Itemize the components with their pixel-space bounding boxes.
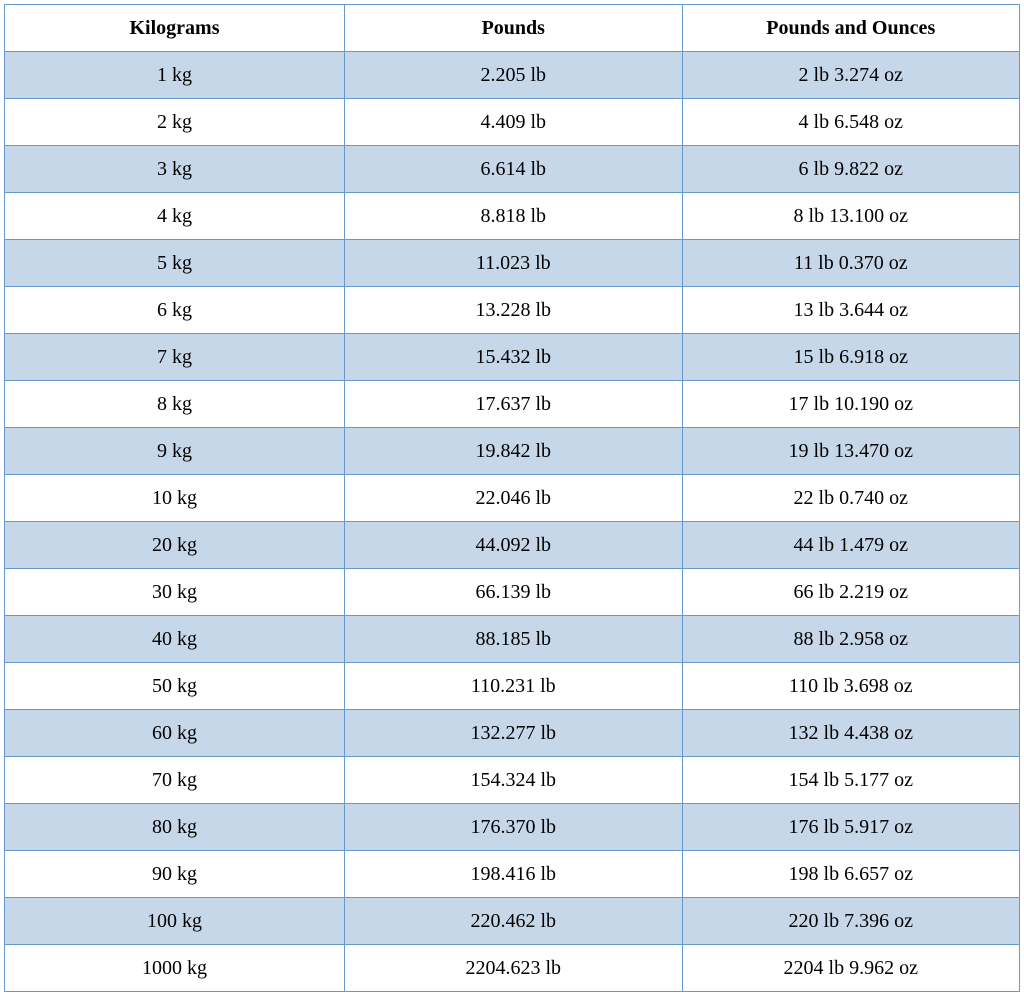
cell-pounds: 17.637 lb (345, 381, 682, 428)
cell-pounds: 44.092 lb (345, 522, 682, 569)
cell-kilograms: 5 kg (5, 240, 345, 287)
table-row: 60 kg132.277 lb132 lb 4.438 oz (5, 710, 1020, 757)
cell-kilograms: 80 kg (5, 804, 345, 851)
cell-pounds: 8.818 lb (345, 193, 682, 240)
table-row: 4 kg8.818 lb8 lb 13.100 oz (5, 193, 1020, 240)
cell-kilograms: 50 kg (5, 663, 345, 710)
cell-kilograms: 60 kg (5, 710, 345, 757)
table-row: 90 kg198.416 lb198 lb 6.657 oz (5, 851, 1020, 898)
cell-pounds-ounces: 2 lb 3.274 oz (682, 52, 1020, 99)
cell-pounds-ounces: 132 lb 4.438 oz (682, 710, 1020, 757)
cell-pounds: 2204.623 lb (345, 945, 682, 992)
cell-pounds-ounces: 22 lb 0.740 oz (682, 475, 1020, 522)
table-row: 20 kg44.092 lb44 lb 1.479 oz (5, 522, 1020, 569)
conversion-table: Kilograms Pounds Pounds and Ounces 1 kg2… (4, 4, 1020, 992)
cell-kilograms: 1000 kg (5, 945, 345, 992)
cell-kilograms: 20 kg (5, 522, 345, 569)
table-row: 40 kg88.185 lb88 lb 2.958 oz (5, 616, 1020, 663)
cell-kilograms: 40 kg (5, 616, 345, 663)
table-row: 30 kg66.139 lb66 lb 2.219 oz (5, 569, 1020, 616)
cell-pounds: 198.416 lb (345, 851, 682, 898)
cell-pounds-ounces: 110 lb 3.698 oz (682, 663, 1020, 710)
cell-pounds: 110.231 lb (345, 663, 682, 710)
column-header-pounds-ounces: Pounds and Ounces (682, 5, 1020, 52)
cell-pounds: 66.139 lb (345, 569, 682, 616)
cell-kilograms: 10 kg (5, 475, 345, 522)
cell-pounds-ounces: 17 lb 10.190 oz (682, 381, 1020, 428)
table-row: 1 kg2.205 lb2 lb 3.274 oz (5, 52, 1020, 99)
cell-kilograms: 70 kg (5, 757, 345, 804)
cell-pounds: 11.023 lb (345, 240, 682, 287)
cell-kilograms: 9 kg (5, 428, 345, 475)
cell-pounds-ounces: 2204 lb 9.962 oz (682, 945, 1020, 992)
table-row: 100 kg220.462 lb220 lb 7.396 oz (5, 898, 1020, 945)
table-header-row: Kilograms Pounds Pounds and Ounces (5, 5, 1020, 52)
cell-pounds: 4.409 lb (345, 99, 682, 146)
cell-pounds-ounces: 13 lb 3.644 oz (682, 287, 1020, 334)
cell-pounds-ounces: 66 lb 2.219 oz (682, 569, 1020, 616)
table-row: 6 kg13.228 lb13 lb 3.644 oz (5, 287, 1020, 334)
table-row: 3 kg6.614 lb6 lb 9.822 oz (5, 146, 1020, 193)
table-row: 9 kg19.842 lb19 lb 13.470 oz (5, 428, 1020, 475)
cell-pounds-ounces: 220 lb 7.396 oz (682, 898, 1020, 945)
cell-kilograms: 30 kg (5, 569, 345, 616)
table-row: 10 kg22.046 lb22 lb 0.740 oz (5, 475, 1020, 522)
cell-pounds-ounces: 44 lb 1.479 oz (682, 522, 1020, 569)
table-row: 8 kg17.637 lb17 lb 10.190 oz (5, 381, 1020, 428)
cell-pounds-ounces: 198 lb 6.657 oz (682, 851, 1020, 898)
cell-pounds: 88.185 lb (345, 616, 682, 663)
cell-kilograms: 3 kg (5, 146, 345, 193)
cell-kilograms: 4 kg (5, 193, 345, 240)
table-body: 1 kg2.205 lb2 lb 3.274 oz2 kg4.409 lb4 l… (5, 52, 1020, 992)
cell-pounds: 6.614 lb (345, 146, 682, 193)
table-row: 7 kg15.432 lb15 lb 6.918 oz (5, 334, 1020, 381)
cell-pounds-ounces: 154 lb 5.177 oz (682, 757, 1020, 804)
cell-kilograms: 1 kg (5, 52, 345, 99)
column-header-pounds: Pounds (345, 5, 682, 52)
table-row: 70 kg154.324 lb154 lb 5.177 oz (5, 757, 1020, 804)
cell-pounds: 220.462 lb (345, 898, 682, 945)
cell-pounds: 132.277 lb (345, 710, 682, 757)
cell-pounds: 2.205 lb (345, 52, 682, 99)
column-header-kilograms: Kilograms (5, 5, 345, 52)
table-row: 1000 kg2204.623 lb2204 lb 9.962 oz (5, 945, 1020, 992)
cell-kilograms: 100 kg (5, 898, 345, 945)
cell-pounds: 13.228 lb (345, 287, 682, 334)
cell-kilograms: 2 kg (5, 99, 345, 146)
cell-kilograms: 90 kg (5, 851, 345, 898)
cell-kilograms: 7 kg (5, 334, 345, 381)
cell-pounds: 22.046 lb (345, 475, 682, 522)
cell-pounds: 176.370 lb (345, 804, 682, 851)
cell-pounds: 154.324 lb (345, 757, 682, 804)
table-row: 5 kg11.023 lb11 lb 0.370 oz (5, 240, 1020, 287)
cell-kilograms: 6 kg (5, 287, 345, 334)
cell-pounds-ounces: 19 lb 13.470 oz (682, 428, 1020, 475)
table-header: Kilograms Pounds Pounds and Ounces (5, 5, 1020, 52)
cell-pounds-ounces: 8 lb 13.100 oz (682, 193, 1020, 240)
cell-kilograms: 8 kg (5, 381, 345, 428)
cell-pounds: 19.842 lb (345, 428, 682, 475)
cell-pounds-ounces: 176 lb 5.917 oz (682, 804, 1020, 851)
table-row: 2 kg4.409 lb4 lb 6.548 oz (5, 99, 1020, 146)
table-row: 50 kg110.231 lb110 lb 3.698 oz (5, 663, 1020, 710)
cell-pounds-ounces: 6 lb 9.822 oz (682, 146, 1020, 193)
table-row: 80 kg176.370 lb176 lb 5.917 oz (5, 804, 1020, 851)
cell-pounds-ounces: 11 lb 0.370 oz (682, 240, 1020, 287)
cell-pounds-ounces: 4 lb 6.548 oz (682, 99, 1020, 146)
cell-pounds-ounces: 15 lb 6.918 oz (682, 334, 1020, 381)
cell-pounds: 15.432 lb (345, 334, 682, 381)
cell-pounds-ounces: 88 lb 2.958 oz (682, 616, 1020, 663)
